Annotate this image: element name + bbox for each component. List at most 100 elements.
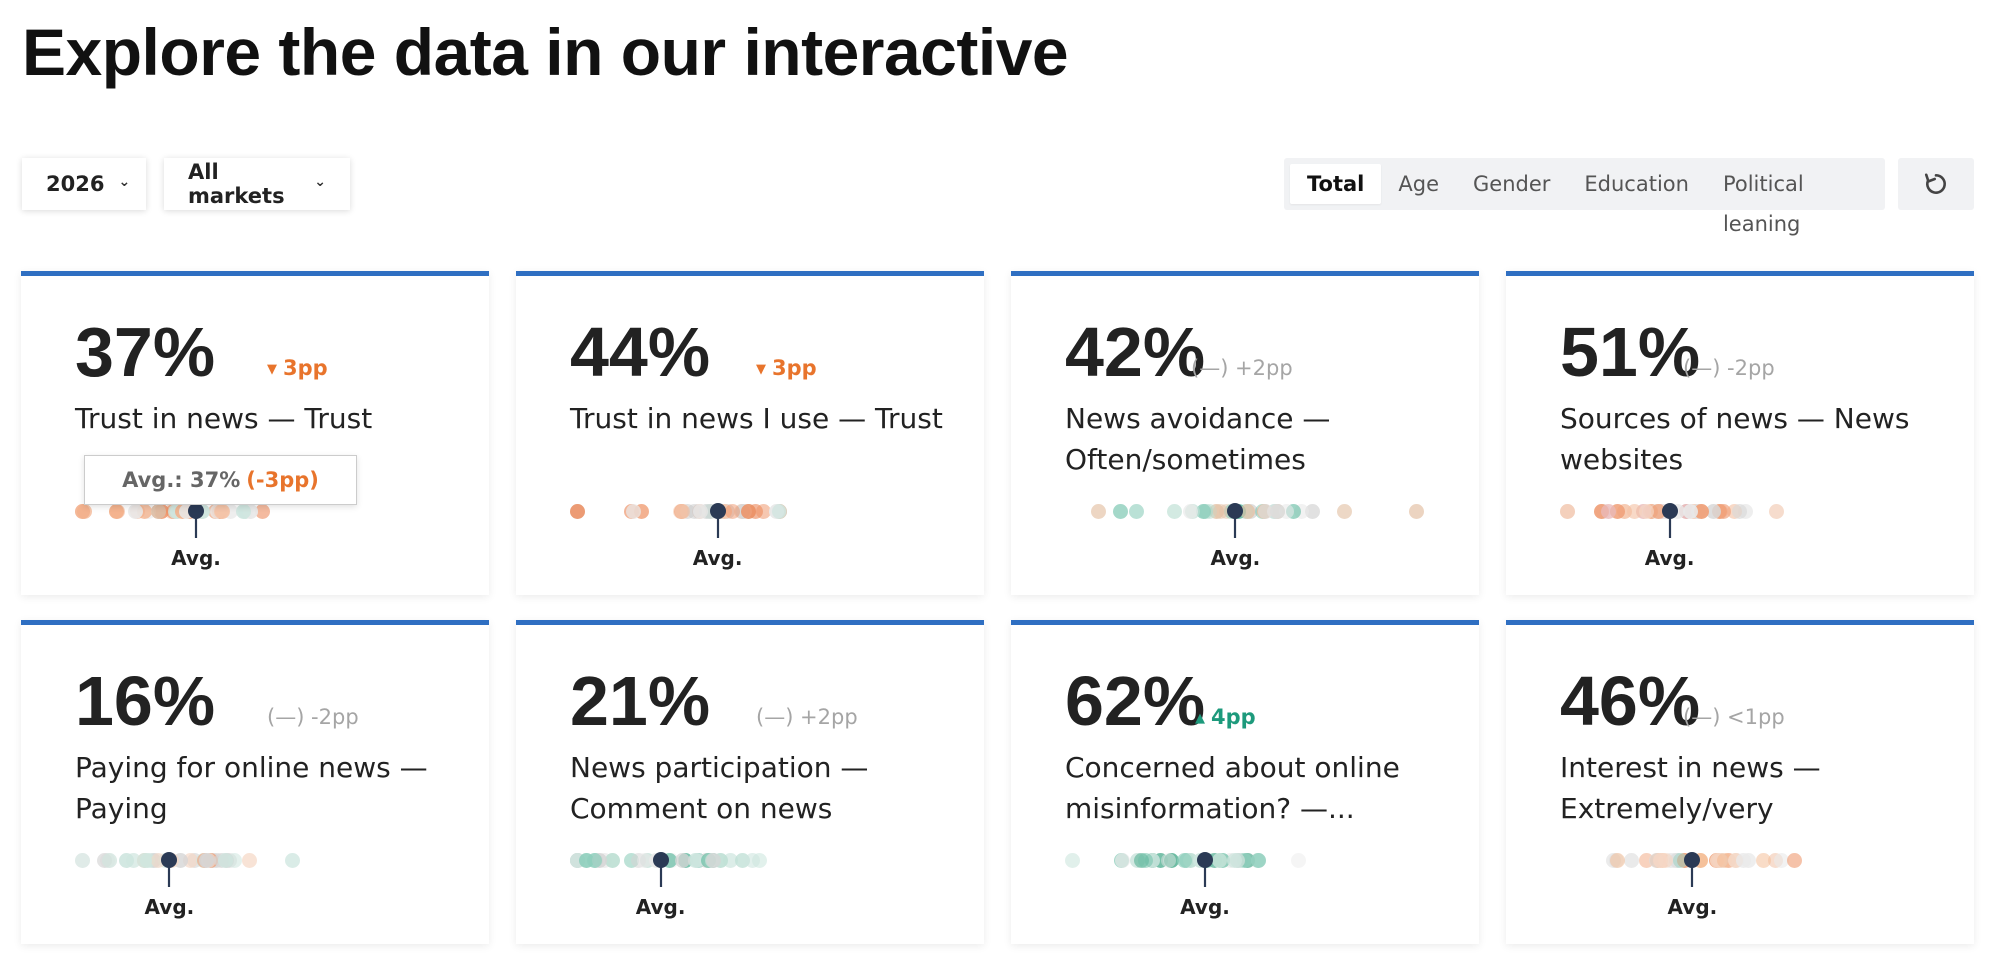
metric-label: Interest in news — Extremely/very <box>1560 751 1821 825</box>
distribution-dot <box>756 504 772 519</box>
reset-icon <box>1924 173 1946 194</box>
metric-value: 37% <box>75 313 216 391</box>
distribution-dot <box>1128 504 1144 519</box>
distribution-dot <box>1601 504 1617 519</box>
metric-change: (—) +2pp <box>1191 356 1293 380</box>
distribution-dot <box>235 504 251 519</box>
distribution-strip: Avg. <box>570 502 950 584</box>
distribution-dot <box>692 504 708 519</box>
chevron-down-icon: ⌄ <box>314 174 326 190</box>
avg-marker <box>708 502 728 542</box>
distribution-dot <box>1639 504 1655 519</box>
distribution-dot <box>1090 504 1106 519</box>
tab-age[interactable]: Age <box>1398 172 1439 196</box>
distribution-dot <box>1769 504 1785 519</box>
metric-label: Concerned about online misinformation? —… <box>1065 751 1400 825</box>
year-select[interactable]: 2026 ⌄ <box>22 158 146 210</box>
distribution-dot <box>1161 853 1177 868</box>
avg-label: Avg. <box>1667 895 1718 919</box>
distribution-dot <box>1706 504 1722 519</box>
distribution-dot <box>1755 853 1771 868</box>
distribution-dot <box>1196 504 1212 519</box>
distribution-dot <box>150 504 166 519</box>
metric-change-text: (—) -2pp <box>1683 356 1775 380</box>
metric-change: ▼ 3pp <box>267 356 328 380</box>
metric-change-text: 4pp <box>1211 705 1256 729</box>
distribution-strip: Avg. <box>75 851 455 933</box>
distribution-dot <box>689 853 705 868</box>
metric-value: 51% <box>1560 313 1701 391</box>
distribution-dot <box>1227 853 1243 868</box>
distribution-dot <box>109 504 125 519</box>
distribution-dot <box>255 504 271 519</box>
metric-card[interactable]: 44% ▼ 3pp Trust in news I use — Trust Avg. <box>516 271 984 595</box>
distribution-dot <box>1786 853 1802 868</box>
distribution-dot <box>1623 853 1639 868</box>
metric-change: (—) +2pp <box>756 705 858 729</box>
metric-change: (—) <1pp <box>1683 705 1785 729</box>
distribution-dot <box>1652 853 1668 868</box>
metric-card[interactable]: 16% (—) -2pp Paying for online news — Payi… <box>21 620 489 944</box>
distribution-strip: Avg. <box>1065 852 1445 933</box>
distribution-dot <box>772 504 788 519</box>
distribution-dot <box>1176 853 1192 868</box>
distribution-dot <box>75 853 90 868</box>
metric-value: 44% <box>570 313 711 391</box>
distribution-dot <box>77 504 93 519</box>
avg-marker <box>1660 502 1680 542</box>
metric-card[interactable]: 37% ▼ 3pp Trust in news — Trust Avg. <box>21 271 489 595</box>
metric-card[interactable]: 46% (—) <1pp Interest in news — Extremely/… <box>1506 620 1974 944</box>
metric-card[interactable]: 21% (—) +2pp News participation — Comment … <box>516 620 984 944</box>
distribution-strip: Avg. <box>570 851 950 933</box>
distribution-dot <box>242 853 258 868</box>
distribution-dot <box>1212 504 1228 519</box>
market-select[interactable]: All markets ⌄ <box>164 158 350 210</box>
avg-marker <box>1682 851 1702 891</box>
triangle-down-icon: ▼ <box>756 362 766 377</box>
distribution-dot <box>1212 853 1228 868</box>
distribution-dot <box>137 853 153 868</box>
distribution-dot <box>1163 853 1179 868</box>
reset-button[interactable] <box>1898 158 1974 210</box>
distribution-dot <box>1409 504 1425 519</box>
distribution-dot <box>1609 853 1625 868</box>
distribution-dot <box>1065 853 1080 868</box>
tab-gender[interactable]: Gender <box>1473 172 1551 196</box>
metric-card[interactable]: 42% (—) +2pp News avoidance — Often/someti… <box>1011 271 1479 595</box>
metric-card[interactable]: 51% (—) -2pp Sources of news — News websit… <box>1506 271 1974 595</box>
metric-change: (—) -2pp <box>267 705 359 729</box>
tab-political-leaning[interactable]: Political leaning <box>1722 172 1804 236</box>
distribution-dot <box>101 853 117 868</box>
distribution-strip: Avg. <box>1560 851 1940 933</box>
page-title: Explore the data in our interactive <box>22 15 1069 89</box>
distribution-dot <box>1731 504 1747 519</box>
avg-marker <box>1225 502 1245 542</box>
distribution-dot <box>1167 504 1183 519</box>
distribution-dot <box>1251 853 1267 868</box>
metric-label: Trust in news — Trust <box>75 402 373 435</box>
distribution-dot <box>745 853 761 868</box>
distribution-dot <box>214 504 230 519</box>
distribution-dot <box>625 504 641 519</box>
avg-marker <box>651 851 671 891</box>
distribution-dot <box>1115 853 1131 868</box>
distribution-dot <box>285 853 301 868</box>
avg-label: Avg. <box>144 895 195 919</box>
distribution-dot <box>1672 853 1688 868</box>
distribution-dot <box>119 853 135 868</box>
metric-label: Sources of news — News websites <box>1560 402 1910 476</box>
distribution-dot <box>636 853 652 868</box>
tab-total[interactable]: Total <box>1290 164 1382 204</box>
metric-value: 46% <box>1560 662 1701 740</box>
distribution-dot <box>218 853 234 868</box>
avg-marker <box>159 851 179 891</box>
chevron-down-icon: ⌄ <box>118 174 131 190</box>
distribution-strip: Avg. <box>1065 502 1445 584</box>
distribution-dot <box>604 853 620 868</box>
metric-label: News participation — Comment on news <box>570 751 869 825</box>
distribution-dot <box>1735 853 1751 868</box>
metric-card[interactable]: 62% ▲ 4pp Concerned about online misinforma… <box>1011 620 1479 944</box>
tab-education[interactable]: Education <box>1584 172 1689 196</box>
metric-label: Trust in news I use — Trust <box>570 402 943 435</box>
tooltip-text: Avg.: 37% <box>122 468 241 492</box>
